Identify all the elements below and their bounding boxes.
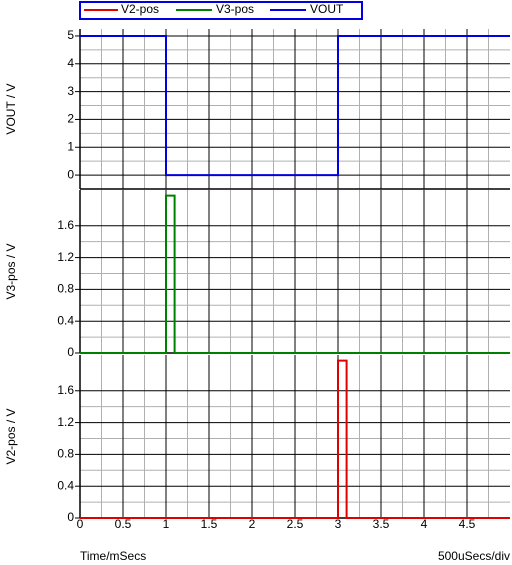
- x-tick-label: 3.5: [373, 517, 390, 531]
- x-tick-label: 1.5: [201, 517, 218, 531]
- x-tick-label: 4.5: [459, 517, 476, 531]
- x-tick-label: 3: [335, 517, 342, 531]
- y-tick-label: 0.8: [57, 282, 74, 296]
- y-axis-label: VOUT / V: [4, 83, 18, 134]
- x-axis-label: Time/mSecs: [80, 549, 146, 563]
- y-tick-label: 1: [67, 139, 74, 153]
- y-tick-label: 1.6: [57, 383, 74, 397]
- y-tick-label: 1.2: [57, 250, 74, 264]
- line-series: [80, 359, 510, 519]
- legend-label: V3-pos: [216, 2, 254, 16]
- x-tick-label: 0: [77, 517, 84, 531]
- y-tick-label: 0.4: [57, 313, 74, 327]
- y-axis-label: V3-pos / V: [4, 243, 18, 299]
- y-tick-label: 0: [67, 167, 74, 181]
- y-tick-label: 2: [67, 112, 74, 126]
- legend-label: VOUT: [310, 2, 344, 16]
- y-tick-label: 0.8: [57, 447, 74, 461]
- x-tick-label: 0.5: [115, 517, 132, 531]
- scale-annotation: 500uSecs/div: [438, 549, 510, 563]
- y-axis-label: V2-pos / V: [4, 408, 18, 464]
- y-tick-label: 1.6: [57, 218, 74, 232]
- x-tick-label: 2.5: [287, 517, 304, 531]
- y-tick-label: 1.2: [57, 415, 74, 429]
- legend-label: V2-pos: [121, 2, 159, 16]
- y-tick-label: 0: [67, 345, 74, 359]
- y-tick-label: 0: [67, 510, 74, 524]
- x-tick-label: 4: [421, 517, 428, 531]
- x-tick-label: 1: [163, 517, 170, 531]
- x-tick-label: 2: [249, 517, 256, 531]
- legend-box: [79, 1, 363, 20]
- y-tick-label: 4: [67, 56, 74, 70]
- y-tick-label: 0.4: [57, 478, 74, 492]
- y-tick-label: 5: [67, 28, 74, 42]
- line-series: [80, 194, 510, 354]
- line-series: [80, 34, 510, 177]
- y-tick-label: 3: [67, 84, 74, 98]
